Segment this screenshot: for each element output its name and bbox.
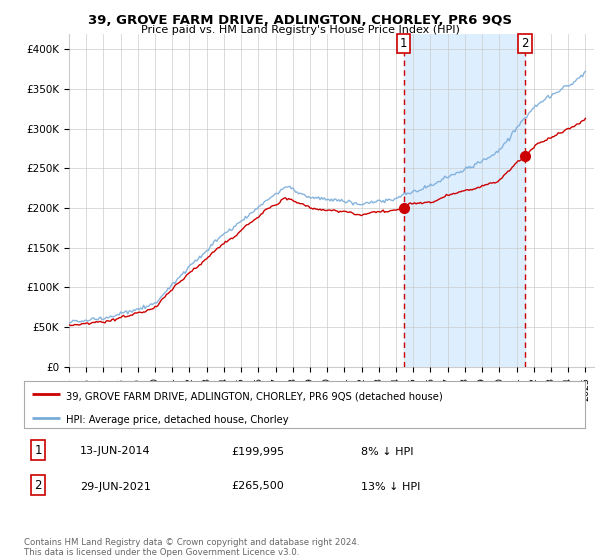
Text: 13-JUN-2014: 13-JUN-2014 bbox=[80, 446, 151, 456]
Text: 2: 2 bbox=[34, 479, 42, 492]
Text: 13% ↓ HPI: 13% ↓ HPI bbox=[361, 482, 420, 492]
Text: 39, GROVE FARM DRIVE, ADLINGTON, CHORLEY, PR6 9QS (detached house): 39, GROVE FARM DRIVE, ADLINGTON, CHORLEY… bbox=[66, 391, 443, 401]
Text: Contains HM Land Registry data © Crown copyright and database right 2024.
This d: Contains HM Land Registry data © Crown c… bbox=[24, 538, 359, 557]
Text: 1: 1 bbox=[34, 444, 42, 456]
Text: 2: 2 bbox=[521, 36, 529, 50]
Text: £199,995: £199,995 bbox=[232, 446, 284, 456]
Text: 1: 1 bbox=[400, 36, 407, 50]
Text: 29-JUN-2021: 29-JUN-2021 bbox=[80, 482, 151, 492]
Text: £265,500: £265,500 bbox=[232, 482, 284, 492]
Bar bbox=[404, 34, 525, 367]
Text: 8% ↓ HPI: 8% ↓ HPI bbox=[361, 446, 413, 456]
Text: Price paid vs. HM Land Registry's House Price Index (HPI): Price paid vs. HM Land Registry's House … bbox=[140, 25, 460, 35]
Text: HPI: Average price, detached house, Chorley: HPI: Average price, detached house, Chor… bbox=[66, 415, 289, 425]
Text: 39, GROVE FARM DRIVE, ADLINGTON, CHORLEY, PR6 9QS: 39, GROVE FARM DRIVE, ADLINGTON, CHORLEY… bbox=[88, 14, 512, 27]
